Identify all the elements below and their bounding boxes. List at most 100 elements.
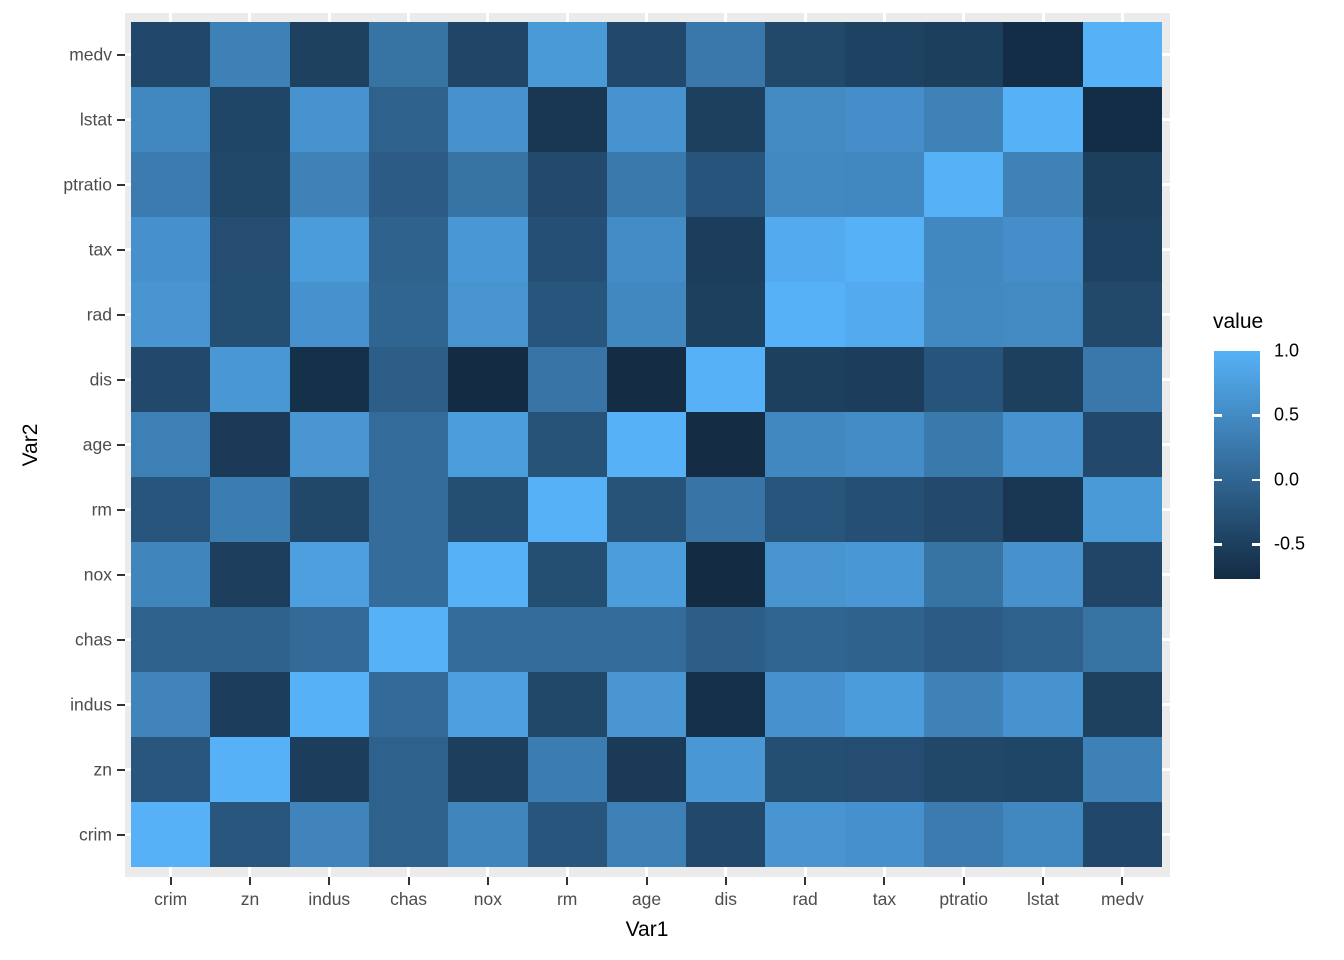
heatmap-tile xyxy=(210,347,290,412)
heatmap-tile xyxy=(765,672,845,737)
heatmap-tile xyxy=(131,87,211,152)
heatmap-tile xyxy=(1003,87,1083,152)
heatmap-tile xyxy=(924,347,1004,412)
heatmap-tile xyxy=(131,802,211,867)
heatmap-tile xyxy=(210,542,290,607)
heatmap-tile xyxy=(289,477,369,542)
heatmap-tile xyxy=(1082,607,1162,672)
heatmap-tile xyxy=(527,347,607,412)
heatmap-tile xyxy=(131,22,211,87)
y-axis-title: Var2 xyxy=(19,423,42,467)
heatmap-tile xyxy=(1003,672,1083,737)
heatmap-tile xyxy=(844,87,925,152)
heatmap-tile xyxy=(765,22,845,87)
heatmap-tile xyxy=(924,607,1004,672)
heatmap-tile xyxy=(527,607,607,672)
heatmap-tile xyxy=(924,87,1004,152)
x-axis-tick-label: indus xyxy=(308,889,351,909)
heatmap-tile xyxy=(686,607,766,672)
heatmap-tile xyxy=(527,802,607,867)
heatmap-tile xyxy=(131,152,211,217)
heatmap-tile xyxy=(131,217,211,282)
heatmap-tile xyxy=(368,22,449,87)
heatmap-tile xyxy=(1082,737,1162,802)
heatmap-tile xyxy=(289,542,369,607)
x-axis-tick-label: dis xyxy=(714,889,737,909)
heatmap-tile xyxy=(686,282,766,347)
heatmap-tile xyxy=(448,802,528,867)
legend-tick-label: -0.5 xyxy=(1274,533,1306,554)
legend-tick-label: 0.5 xyxy=(1274,404,1300,425)
legend-tick-mark xyxy=(1214,543,1222,546)
heatmap-tile xyxy=(448,22,528,87)
y-axis-tick-label: age xyxy=(82,434,112,454)
heatmap-tile xyxy=(368,802,449,867)
x-axis-tick xyxy=(1042,877,1045,885)
heatmap-tile xyxy=(210,737,290,802)
heatmap-tile xyxy=(844,282,925,347)
heatmap-tile xyxy=(1082,152,1162,217)
heatmap-tile xyxy=(606,802,687,867)
legend-tick-mark xyxy=(1252,414,1260,417)
heatmap-tile xyxy=(368,477,449,542)
heatmap-tile xyxy=(289,282,369,347)
heatmap-tile xyxy=(686,672,766,737)
heatmap-tile xyxy=(606,152,687,217)
heatmap-tile xyxy=(686,477,766,542)
heatmap-tile xyxy=(210,477,290,542)
heatmap-tile xyxy=(924,152,1004,217)
x-axis-tick xyxy=(486,877,489,885)
heatmap-tile xyxy=(368,152,449,217)
heatmap-tile xyxy=(686,347,766,412)
heatmap-tile xyxy=(289,737,369,802)
heatmap-tile xyxy=(686,87,766,152)
y-axis-tick-label: chas xyxy=(75,629,112,649)
heatmap-tile xyxy=(844,672,925,737)
heatmap-tile xyxy=(1003,802,1083,867)
y-axis-tick xyxy=(117,443,125,446)
heatmap-tile xyxy=(527,672,607,737)
heatmap-tile xyxy=(606,542,687,607)
y-axis-tick xyxy=(117,313,125,316)
heatmap-tile xyxy=(210,607,290,672)
legend-tick-mark xyxy=(1252,478,1260,482)
heatmap-tile xyxy=(527,22,607,87)
heatmap-tile xyxy=(289,22,369,87)
heatmap-tile xyxy=(765,607,845,672)
heatmap-tile xyxy=(289,802,369,867)
heatmap-tile xyxy=(606,672,687,737)
heatmap-tile xyxy=(527,737,607,802)
legend-tick-mark xyxy=(1214,478,1222,482)
heatmap-tile xyxy=(131,607,211,672)
x-axis-tick xyxy=(328,877,331,885)
heatmap-tile xyxy=(210,412,290,477)
heatmap-tile xyxy=(844,542,925,607)
heatmap-tile xyxy=(368,542,449,607)
heatmap-tile xyxy=(448,737,528,802)
heatmap-tile xyxy=(1003,347,1083,412)
heatmap-tile xyxy=(1082,672,1162,737)
x-axis-tick-label: rad xyxy=(792,889,818,909)
heatmap-tile xyxy=(1003,217,1083,282)
heatmap-tile xyxy=(765,217,845,282)
heatmap-tile xyxy=(1082,542,1162,607)
x-axis-tick xyxy=(169,877,172,885)
heatmap-tile xyxy=(844,477,925,542)
heatmap-tile xyxy=(844,217,925,282)
plot-panel xyxy=(125,13,1170,877)
heatmap-tile xyxy=(448,87,528,152)
heatmap-tile xyxy=(1003,152,1083,217)
y-axis-tick xyxy=(117,248,125,251)
heatmap-tile xyxy=(606,347,687,412)
heatmap-tile xyxy=(924,737,1004,802)
y-axis-tick xyxy=(117,118,125,121)
heatmap-tile xyxy=(606,412,687,477)
y-axis-tick xyxy=(117,638,125,641)
heatmap-tile xyxy=(1003,282,1083,347)
legend-tick-label: 1.0 xyxy=(1274,340,1300,361)
heatmap-tile xyxy=(210,802,290,867)
y-axis-tick xyxy=(117,53,125,56)
heatmap-tile xyxy=(289,672,369,737)
heatmap-tile xyxy=(289,607,369,672)
